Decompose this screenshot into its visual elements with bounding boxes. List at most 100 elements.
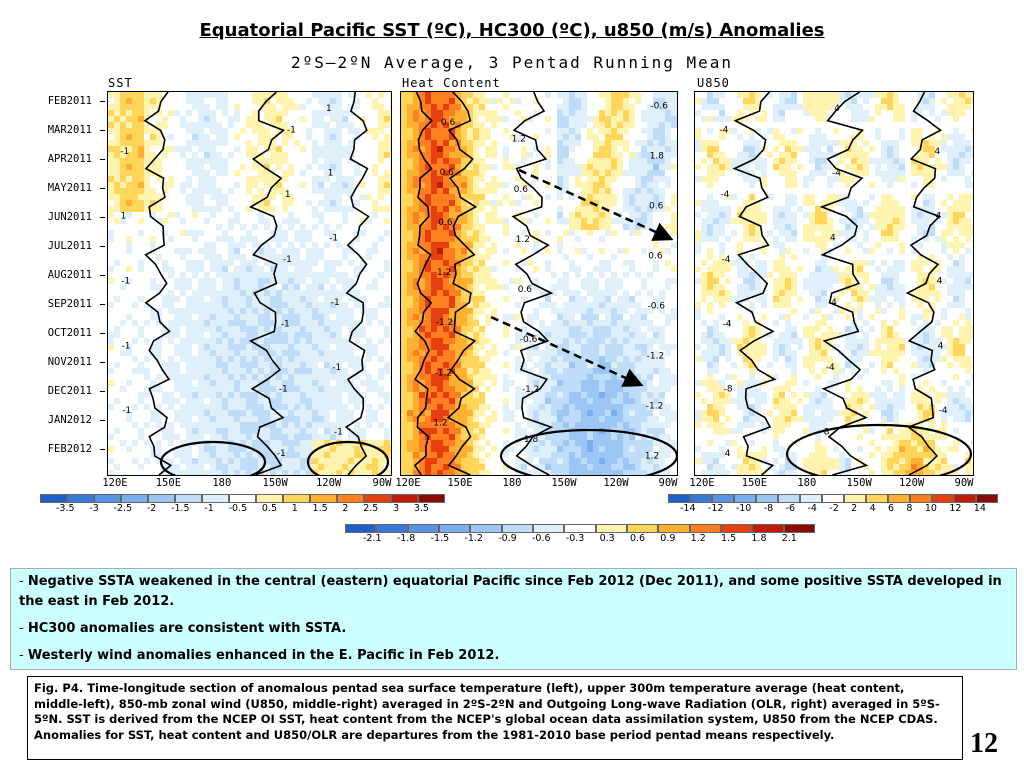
field-cell bbox=[348, 464, 354, 470]
field-cell bbox=[270, 464, 276, 470]
field-cell bbox=[437, 302, 443, 308]
field-cell bbox=[911, 194, 917, 200]
field-cell bbox=[360, 230, 366, 236]
field-cell bbox=[671, 122, 677, 128]
field-cell bbox=[563, 434, 569, 440]
field-cell bbox=[467, 374, 473, 380]
field-cell bbox=[204, 146, 210, 152]
field-cell bbox=[473, 164, 479, 170]
field-cell bbox=[431, 230, 437, 236]
field-cell bbox=[653, 296, 659, 302]
field-cell bbox=[671, 230, 677, 236]
field-cell bbox=[306, 326, 312, 332]
field-cell bbox=[533, 428, 539, 434]
field-cell bbox=[605, 404, 611, 410]
field-cell bbox=[312, 182, 318, 188]
field-cell bbox=[581, 362, 587, 368]
field-cell bbox=[647, 446, 653, 452]
field-cell bbox=[324, 188, 330, 194]
field-cell bbox=[270, 140, 276, 146]
field-cell bbox=[276, 380, 282, 386]
field-cell bbox=[833, 242, 839, 248]
field-cell bbox=[923, 146, 929, 152]
field-cell bbox=[797, 128, 803, 134]
field-cell bbox=[479, 380, 485, 386]
field-cell bbox=[401, 146, 407, 152]
field-cell bbox=[791, 236, 797, 242]
field-cell bbox=[455, 398, 461, 404]
field-cell bbox=[449, 104, 455, 110]
field-cell bbox=[671, 104, 677, 110]
field-cell bbox=[647, 128, 653, 134]
field-cell bbox=[641, 362, 647, 368]
field-cell bbox=[264, 440, 270, 446]
field-cell bbox=[605, 386, 611, 392]
field-cell bbox=[593, 170, 599, 176]
field-cell bbox=[138, 170, 144, 176]
field-cell bbox=[318, 308, 324, 314]
field-cell bbox=[419, 164, 425, 170]
field-cell bbox=[971, 98, 973, 104]
field-cell bbox=[348, 188, 354, 194]
field-cell bbox=[629, 152, 635, 158]
field-cell bbox=[851, 206, 857, 212]
field-cell bbox=[617, 170, 623, 176]
field-cell bbox=[366, 344, 372, 350]
field-cell bbox=[354, 290, 360, 296]
field-cell bbox=[114, 158, 120, 164]
field-cell bbox=[845, 200, 851, 206]
field-cell bbox=[647, 428, 653, 434]
field-cell bbox=[443, 326, 449, 332]
field-cell bbox=[222, 164, 228, 170]
field-cell bbox=[413, 386, 419, 392]
field-cell bbox=[282, 368, 288, 374]
field-cell bbox=[629, 164, 635, 170]
field-cell bbox=[623, 116, 629, 122]
field-cell bbox=[407, 404, 413, 410]
field-cell bbox=[336, 146, 342, 152]
field-cell bbox=[342, 302, 348, 308]
field-cell bbox=[581, 212, 587, 218]
field-cell bbox=[210, 128, 216, 134]
field-cell bbox=[587, 194, 593, 200]
field-cell bbox=[485, 272, 491, 278]
field-cell bbox=[611, 314, 617, 320]
field-cell bbox=[198, 374, 204, 380]
field-cell bbox=[845, 218, 851, 224]
field-cell bbox=[623, 464, 629, 470]
field-cell bbox=[413, 314, 419, 320]
field-cell bbox=[479, 302, 485, 308]
field-cell bbox=[276, 362, 282, 368]
field-cell bbox=[300, 272, 306, 278]
field-cell bbox=[773, 128, 779, 134]
field-cell bbox=[264, 116, 270, 122]
field-cell bbox=[467, 236, 473, 242]
field-cell bbox=[162, 326, 168, 332]
field-cell bbox=[947, 104, 953, 110]
contour-value-label: -1 bbox=[329, 233, 338, 243]
field-cell bbox=[390, 146, 391, 152]
field-cell bbox=[419, 224, 425, 230]
field-cell bbox=[455, 428, 461, 434]
field-cell bbox=[138, 206, 144, 212]
field-cell bbox=[563, 440, 569, 446]
field-cell bbox=[893, 236, 899, 242]
field-cell bbox=[791, 194, 797, 200]
field-cell bbox=[653, 146, 659, 152]
field-cell bbox=[551, 464, 557, 470]
field-cell bbox=[264, 344, 270, 350]
field-cell bbox=[306, 230, 312, 236]
field-cell bbox=[288, 332, 294, 338]
field-cell bbox=[941, 236, 947, 242]
field-cell bbox=[443, 176, 449, 182]
field-cell bbox=[545, 218, 551, 224]
field-cell bbox=[425, 272, 431, 278]
field-cell bbox=[240, 338, 246, 344]
field-cell bbox=[138, 464, 144, 470]
field-cell bbox=[803, 146, 809, 152]
field-cell bbox=[707, 128, 713, 134]
field-cell bbox=[324, 98, 330, 104]
field-cell bbox=[455, 392, 461, 398]
field-cell bbox=[623, 224, 629, 230]
field-cell bbox=[497, 218, 503, 224]
